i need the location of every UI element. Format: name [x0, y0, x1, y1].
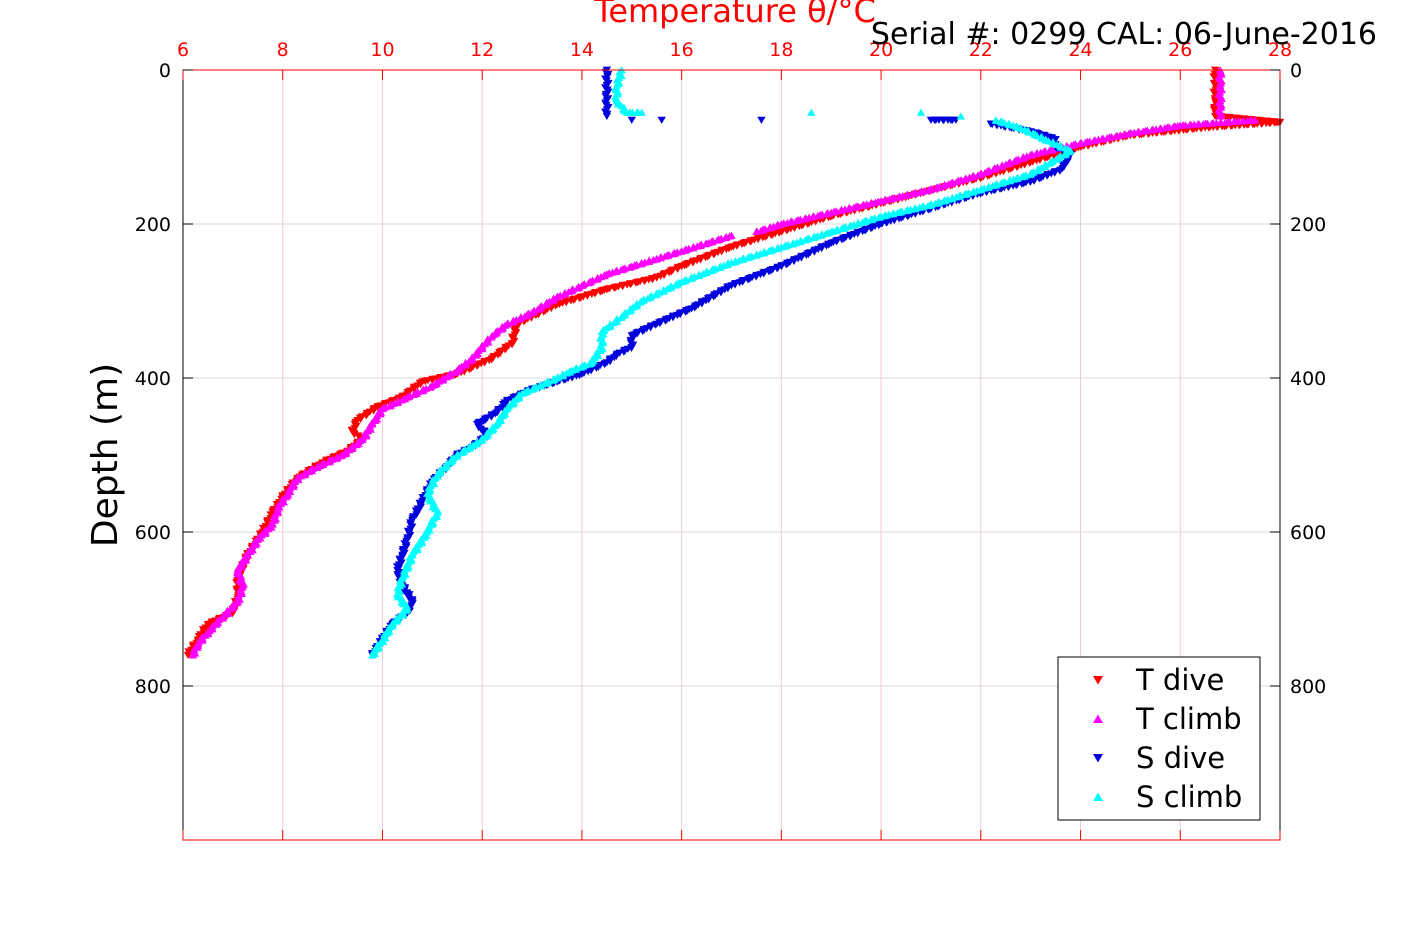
series-s-climb: [368, 66, 1075, 659]
data-point: [627, 116, 636, 124]
data-point: [368, 651, 377, 659]
x-tick-label: 20: [869, 39, 893, 61]
y-tick-label-right: 200: [1290, 214, 1326, 236]
y-tick-label-right: 800: [1290, 676, 1326, 698]
y-tick-label-left: 200: [135, 214, 171, 236]
data-point: [183, 651, 193, 659]
series-layer: [183, 66, 1285, 659]
y-tick-label-right: 0: [1290, 60, 1302, 82]
y-axis-label: Depth (m): [85, 363, 126, 547]
x-tick-label: 14: [570, 39, 594, 61]
legend-marker: [1093, 792, 1103, 801]
legend-label: T climb: [1135, 702, 1242, 736]
legend-label: S dive: [1136, 741, 1225, 775]
data-point: [657, 116, 666, 124]
data-point: [412, 511, 421, 519]
y-tick-label-left: 800: [135, 676, 171, 698]
x-tick-label: 18: [769, 39, 793, 61]
x-tick-label: 28: [1268, 39, 1292, 61]
data-point: [757, 116, 766, 124]
data-point: [188, 651, 198, 659]
legend: T dive T climb S dive S climb: [1057, 656, 1261, 821]
data-point: [807, 108, 816, 116]
y-tick-label-left: 0: [159, 60, 171, 82]
x-tick-label: 26: [1168, 39, 1192, 61]
legend-marker: [1093, 714, 1103, 723]
legend-marker: [1093, 754, 1103, 763]
legend-label: S climb: [1136, 780, 1242, 814]
chart-title: Temperature θ/°C: [593, 0, 876, 30]
series-t-climb: [188, 66, 1260, 659]
data-point: [956, 112, 966, 120]
x-tick-label: 12: [470, 39, 494, 61]
y-tick-label-left: 400: [135, 368, 171, 390]
x-tick-label: 16: [670, 39, 694, 61]
y-tick-label-right: 400: [1290, 368, 1326, 390]
legend-marker: [1093, 676, 1103, 685]
x-tick-label: 22: [969, 39, 993, 61]
serial-annotation: Serial #: 0299 CAL: 06-June-2016: [871, 17, 1377, 52]
data-point: [916, 108, 926, 116]
x-tick-label: 8: [277, 39, 289, 61]
x-tick-label: 10: [370, 39, 394, 61]
data-point: [1215, 112, 1225, 120]
y-tick-label-right: 600: [1290, 522, 1326, 544]
legend-label: T dive: [1135, 663, 1224, 697]
data-point: [637, 108, 646, 116]
x-tick-label: 24: [1068, 39, 1092, 61]
data-point: [602, 112, 612, 120]
x-tick-label: 6: [177, 39, 189, 61]
data-point: [752, 227, 761, 236]
legend-box: [1057, 656, 1261, 821]
y-tick-label-left: 600: [135, 522, 171, 544]
series-s-dive: [367, 66, 1075, 659]
